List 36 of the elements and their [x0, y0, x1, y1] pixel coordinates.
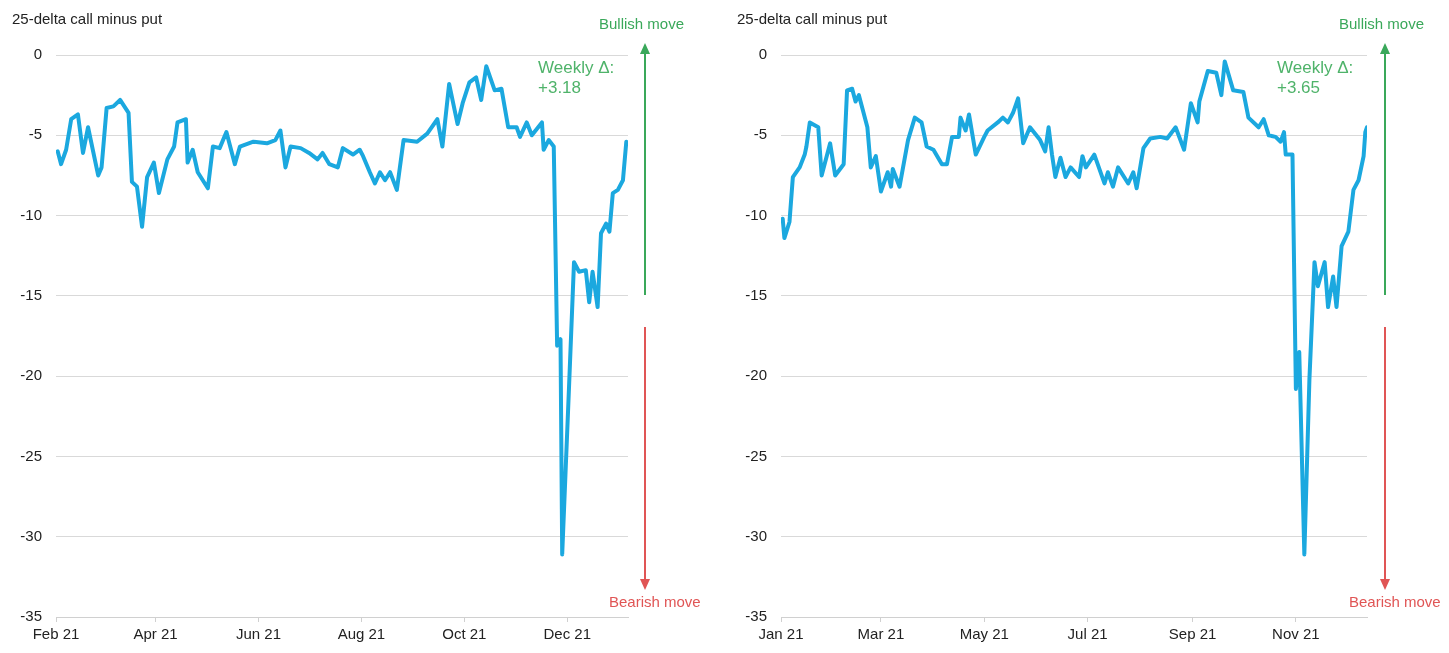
x-tick-label: Mar 21	[857, 625, 905, 643]
y-tick-label: -5	[28, 125, 42, 143]
y-axis-title: 25-delta call minus put	[737, 10, 888, 27]
x-tick-label: Nov 21	[1272, 625, 1320, 643]
annotation: Bearish move	[1349, 593, 1441, 610]
y-tick-label: -15	[745, 286, 767, 303]
annotation: Weekly Δ: +3.65	[1277, 58, 1355, 98]
y-tick-label: -30	[745, 526, 767, 544]
y-tick-label: -15	[20, 286, 42, 303]
x-tick-label: Jul 21	[1067, 625, 1108, 643]
x-tick-label: Aug 21	[337, 625, 386, 643]
y-axis-title: 25-delta call minus put	[12, 10, 163, 27]
y-tick-label: -30	[20, 526, 42, 544]
y-tick-label: -5	[753, 125, 767, 143]
x-tick-label: May 21	[959, 625, 1009, 643]
x-tick-label: Feb 21	[32, 625, 80, 643]
x-tick-label: Apr 21	[133, 625, 178, 643]
y-tick-label: -35	[20, 607, 42, 625]
y-tick-label: -35	[745, 607, 767, 625]
y-tick-label: -25	[745, 446, 767, 464]
y-tick-label: -20	[20, 366, 42, 384]
text: Bullish move	[1339, 15, 1425, 32]
y-tick-label: -10	[745, 205, 767, 223]
x-tick-label: Jan 21	[758, 625, 804, 643]
y-tick-label: 0	[33, 45, 42, 63]
x-tick-label: Dec 21	[543, 625, 592, 643]
y-tick-label: -25	[20, 446, 42, 464]
x-tick-label: Oct 21	[442, 625, 487, 643]
y-tick-label: -10	[20, 205, 42, 223]
y-tick-label: -20	[745, 366, 767, 384]
annotation: Weekly Δ: +3.18	[538, 58, 616, 98]
annotation: Bearish move	[609, 593, 701, 610]
text: Bullish move	[599, 15, 685, 32]
x-tick-label: Jun 21	[235, 625, 281, 643]
x-tick-label: Sep 21	[1168, 625, 1217, 643]
y-tick-label: 0	[758, 45, 767, 63]
